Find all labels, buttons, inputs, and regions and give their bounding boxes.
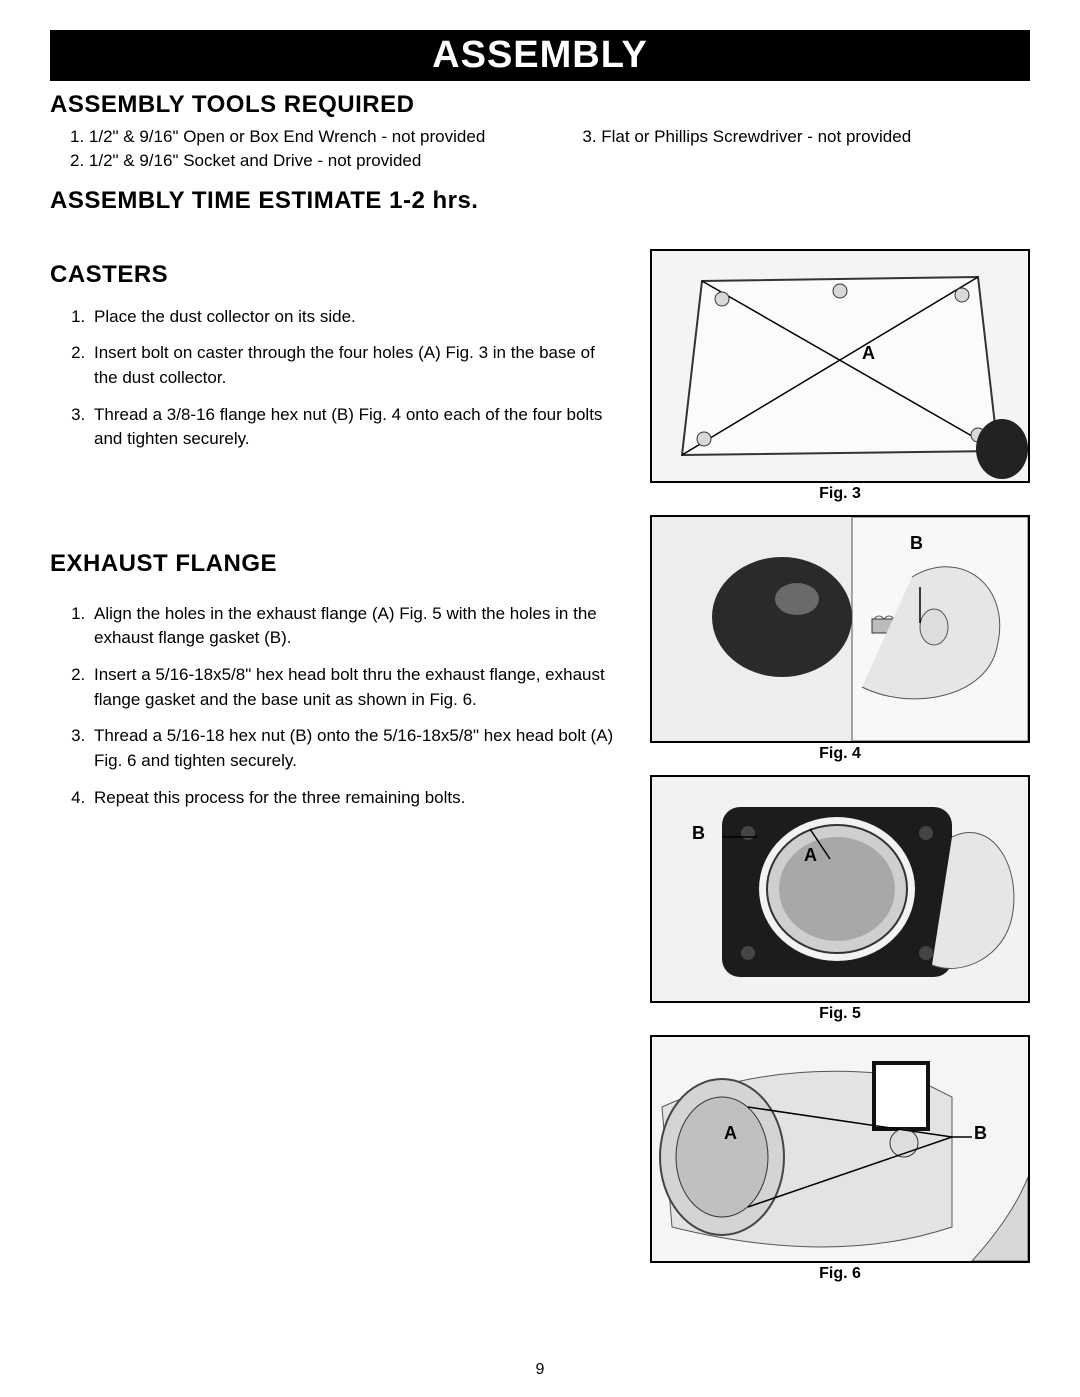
callout-label: B xyxy=(692,823,705,844)
list-item: Align the holes in the exhaust flange (A… xyxy=(90,602,616,651)
callout-label: B xyxy=(910,533,923,554)
exhaust-flange-steps: Align the holes in the exhaust flange (A… xyxy=(50,602,616,810)
casters-heading: CASTERS xyxy=(50,261,616,289)
callout-label: A xyxy=(804,845,817,866)
left-column: CASTERS Place the dust collector on its … xyxy=(50,249,626,1289)
page-number: 9 xyxy=(0,1361,1080,1379)
callout-label: A xyxy=(862,343,875,364)
main-two-column-grid: CASTERS Place the dust collector on its … xyxy=(50,249,1030,1289)
figure-5-svg xyxy=(652,777,1028,1001)
figure-6-svg xyxy=(652,1037,1028,1261)
casters-steps: Place the dust collector on its side. In… xyxy=(50,305,616,452)
time-estimate-heading: ASSEMBLY TIME ESTIMATE 1-2 hrs. xyxy=(50,187,1030,215)
list-item: Insert bolt on caster through the four h… xyxy=(90,341,616,390)
figure-3-svg xyxy=(652,251,1028,481)
callout-label: B xyxy=(974,1123,987,1144)
callout-label: A xyxy=(724,1123,737,1144)
section-title-bar: ASSEMBLY xyxy=(50,30,1030,81)
figure-6-caption: Fig. 6 xyxy=(650,1265,1030,1283)
figure-4: B xyxy=(650,515,1030,743)
tool-item: 1. 1/2" & 9/16" Open or Box End Wrench -… xyxy=(70,125,562,149)
list-item: Thread a 3/8-16 flange hex nut (B) Fig. … xyxy=(90,403,616,452)
list-item: Repeat this process for the three remain… xyxy=(90,786,616,811)
list-item: Place the dust collector on its side. xyxy=(90,305,616,330)
tools-required-heading: ASSEMBLY TOOLS REQUIRED xyxy=(50,91,1030,119)
figure-6: A B xyxy=(650,1035,1030,1263)
list-item: Thread a 5/16-18 hex nut (B) onto the 5/… xyxy=(90,724,616,773)
right-column-figures: A Fig. 3 B Fig. 4 xyxy=(650,249,1030,1289)
exhaust-flange-heading: EXHAUST FLANGE xyxy=(50,550,616,578)
tools-required-list: 1. 1/2" & 9/16" Open or Box End Wrench -… xyxy=(50,125,1030,173)
figure-3: A xyxy=(650,249,1030,483)
tool-item: 2. 1/2" & 9/16" Socket and Drive - not p… xyxy=(70,149,562,173)
list-item: Insert a 5/16-18x5/8" hex head bolt thru… xyxy=(90,663,616,712)
figure-4-caption: Fig. 4 xyxy=(650,745,1030,763)
tool-item: 3. Flat or Phillips Screwdriver - not pr… xyxy=(582,125,1030,149)
figure-5: B A xyxy=(650,775,1030,1003)
figure-3-caption: Fig. 3 xyxy=(650,485,1030,503)
figure-5-caption: Fig. 5 xyxy=(650,1005,1030,1023)
figure-4-svg xyxy=(652,517,1028,741)
